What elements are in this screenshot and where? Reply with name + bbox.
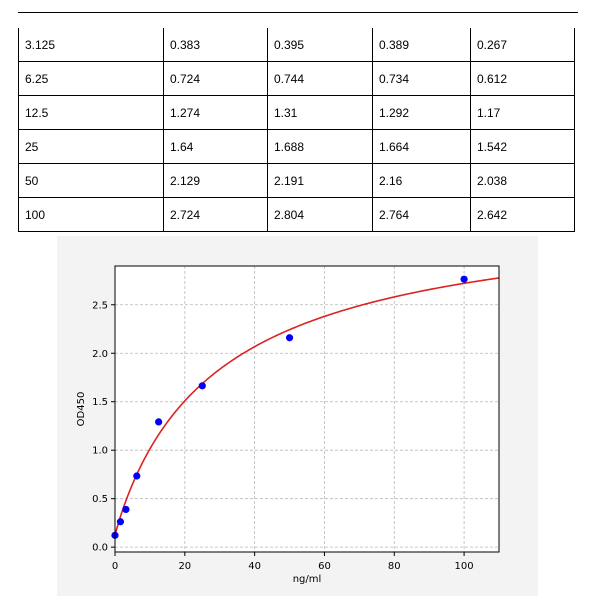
table-cell: 1.542 [470, 129, 575, 164]
y-tick-label: 0.0 [92, 543, 108, 554]
top-rule [18, 12, 578, 13]
standard-curve-figure: 0 20 40 60 80 100 0.0 0.5 1.0 1.5 2.0 2.5 ng/ml OD4… [57, 236, 538, 596]
x-tick-label: 100 [455, 561, 474, 572]
table-cell: 0.724 [163, 61, 268, 96]
table-cell: 1.31 [267, 95, 373, 130]
x-tick-label: 60 [318, 561, 331, 572]
table-cell: 2.038 [470, 163, 575, 198]
table-cell: 2.642 [470, 197, 575, 232]
data-point [285, 334, 294, 342]
y-tick-label: 1.5 [92, 397, 108, 408]
table-row: 12.5 1.274 1.31 1.292 1.17 [18, 95, 575, 130]
table-cell: 25 [18, 129, 164, 164]
table-cell: 2.129 [163, 163, 268, 198]
fit-curve-line [114, 277, 500, 536]
y-tick-label: 2.0 [92, 349, 108, 360]
table-row: 100 2.724 2.804 2.764 2.642 [18, 197, 575, 232]
table-cell: 0.734 [372, 61, 471, 96]
data-point [198, 382, 206, 390]
y-tick-label: 1.0 [92, 446, 108, 457]
table-cell: 1.664 [372, 129, 471, 164]
table-row: 3.125 0.383 0.395 0.389 0.267 [18, 28, 575, 62]
y-tick-label: 2.5 [92, 300, 108, 311]
standard-curve-chart: 0 20 40 60 80 100 0.0 0.5 1.0 1.5 2.0 2.5 ng/ml OD4… [76, 265, 500, 585]
x-tick-label: 40 [248, 561, 261, 572]
table-cell: 0.267 [470, 28, 575, 62]
y-tick-label: 0.5 [92, 494, 108, 505]
table-cell: 0.612 [470, 61, 575, 96]
data-point [133, 472, 141, 480]
data-point [116, 518, 125, 526]
table-cell: 1.274 [163, 95, 268, 130]
table-cell: 1.64 [163, 129, 268, 164]
od-data-table: 3.125 0.383 0.395 0.389 0.267 6.25 0.724… [18, 28, 575, 232]
table-cell: 2.16 [372, 163, 471, 198]
table-cell: 2.804 [267, 197, 373, 232]
plot-frame [114, 265, 500, 553]
table-cell: 2.724 [163, 197, 268, 232]
table-cell: 3.125 [18, 28, 164, 62]
table-cell: 0.389 [372, 28, 471, 62]
table-cell: 100 [18, 197, 164, 232]
table-cell: 1.292 [372, 95, 471, 130]
table-cell: 1.688 [267, 129, 373, 164]
x-tick-label: 0 [112, 561, 118, 572]
table-row: 50 2.129 2.191 2.16 2.038 [18, 163, 575, 198]
table-cell: 2.764 [372, 197, 471, 232]
table-cell: 1.17 [470, 95, 575, 130]
data-point [122, 505, 130, 514]
data-point [155, 418, 163, 426]
x-axis-label: ng/ml [293, 574, 322, 585]
table-cell: 6.25 [18, 61, 164, 96]
data-point [460, 275, 468, 283]
table-row: 25 1.64 1.688 1.664 1.542 [18, 129, 575, 164]
table-cell: 2.191 [267, 163, 373, 198]
table-row: 6.25 0.724 0.744 0.734 0.612 [18, 61, 575, 96]
table-cell: 12.5 [18, 95, 164, 130]
table-cell: 0.744 [267, 61, 373, 96]
table-cell: 0.383 [163, 28, 268, 62]
table-cell: 50 [18, 163, 164, 198]
x-tick-label: 20 [178, 561, 191, 572]
y-axis-label: OD450 [76, 392, 87, 427]
plot-area [115, 266, 499, 552]
table-cell: 0.395 [267, 28, 373, 62]
x-tick-label: 80 [388, 561, 401, 572]
